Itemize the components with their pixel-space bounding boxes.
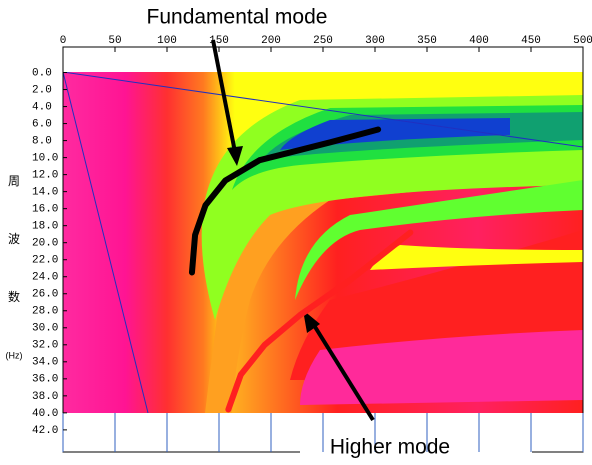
y-tick-label: 26.0 bbox=[32, 289, 58, 301]
annotation: Higher mode bbox=[330, 436, 450, 459]
y-tick-label: 8.0 bbox=[32, 135, 52, 147]
y-tick-label: 22.0 bbox=[32, 255, 58, 267]
y-tick-label: 36.0 bbox=[32, 374, 58, 386]
label-background bbox=[300, 430, 532, 460]
y-tick-label: 38.0 bbox=[32, 391, 58, 403]
y-axis-label: 数 bbox=[8, 289, 20, 304]
y-tick-label: 2.0 bbox=[32, 84, 52, 96]
y-tick-label: 24.0 bbox=[32, 272, 58, 284]
mode-curve bbox=[188, 126, 382, 276]
x-tick-label: 300 bbox=[365, 35, 385, 47]
x-tick-label: 350 bbox=[417, 35, 437, 47]
arrow bbox=[211, 39, 237, 153]
y-tick-label: 16.0 bbox=[32, 204, 58, 216]
y-axis-label: (Hz) bbox=[6, 350, 23, 360]
y-tick-label: 6.0 bbox=[32, 118, 52, 130]
y-tick-label: 0.0 bbox=[32, 67, 52, 79]
x-tick-label: 100 bbox=[157, 35, 177, 47]
x-tick-label: 50 bbox=[108, 35, 121, 47]
y-tick-label: 18.0 bbox=[32, 221, 58, 233]
x-tick-label: 200 bbox=[261, 35, 281, 47]
mode-curve bbox=[225, 229, 414, 413]
y-tick-label: 10.0 bbox=[32, 153, 58, 165]
annotation: Fundamental mode bbox=[147, 6, 328, 29]
y-tick-label: 12.0 bbox=[32, 170, 58, 182]
y-tick-label: 42.0 bbox=[32, 425, 58, 437]
arrow bbox=[310, 320, 375, 422]
y-tick-label: 30.0 bbox=[32, 323, 58, 335]
y-axis-label: 周 bbox=[8, 174, 20, 188]
x-tick-label: 450 bbox=[521, 35, 541, 47]
y-tick-label: 32.0 bbox=[32, 340, 58, 352]
x-tick-label: 500 bbox=[573, 35, 592, 47]
arrowhead bbox=[227, 146, 243, 166]
y-tick-label: 34.0 bbox=[32, 357, 58, 369]
x-tick-label: 0 bbox=[60, 35, 67, 47]
y-axis-label: 波 bbox=[8, 232, 20, 246]
x-tick-label: 250 bbox=[313, 35, 333, 47]
y-tick-label: 20.0 bbox=[32, 238, 58, 250]
y-tick-label: 4.0 bbox=[32, 101, 52, 113]
x-tick-label: 150 bbox=[209, 35, 229, 47]
x-tick-label: 400 bbox=[469, 35, 489, 47]
heatmap bbox=[63, 72, 583, 413]
y-tick-label: 14.0 bbox=[32, 187, 58, 199]
arrowhead bbox=[303, 310, 320, 333]
y-tick-label: 40.0 bbox=[32, 408, 58, 420]
y-tick-label: 28.0 bbox=[32, 306, 58, 318]
